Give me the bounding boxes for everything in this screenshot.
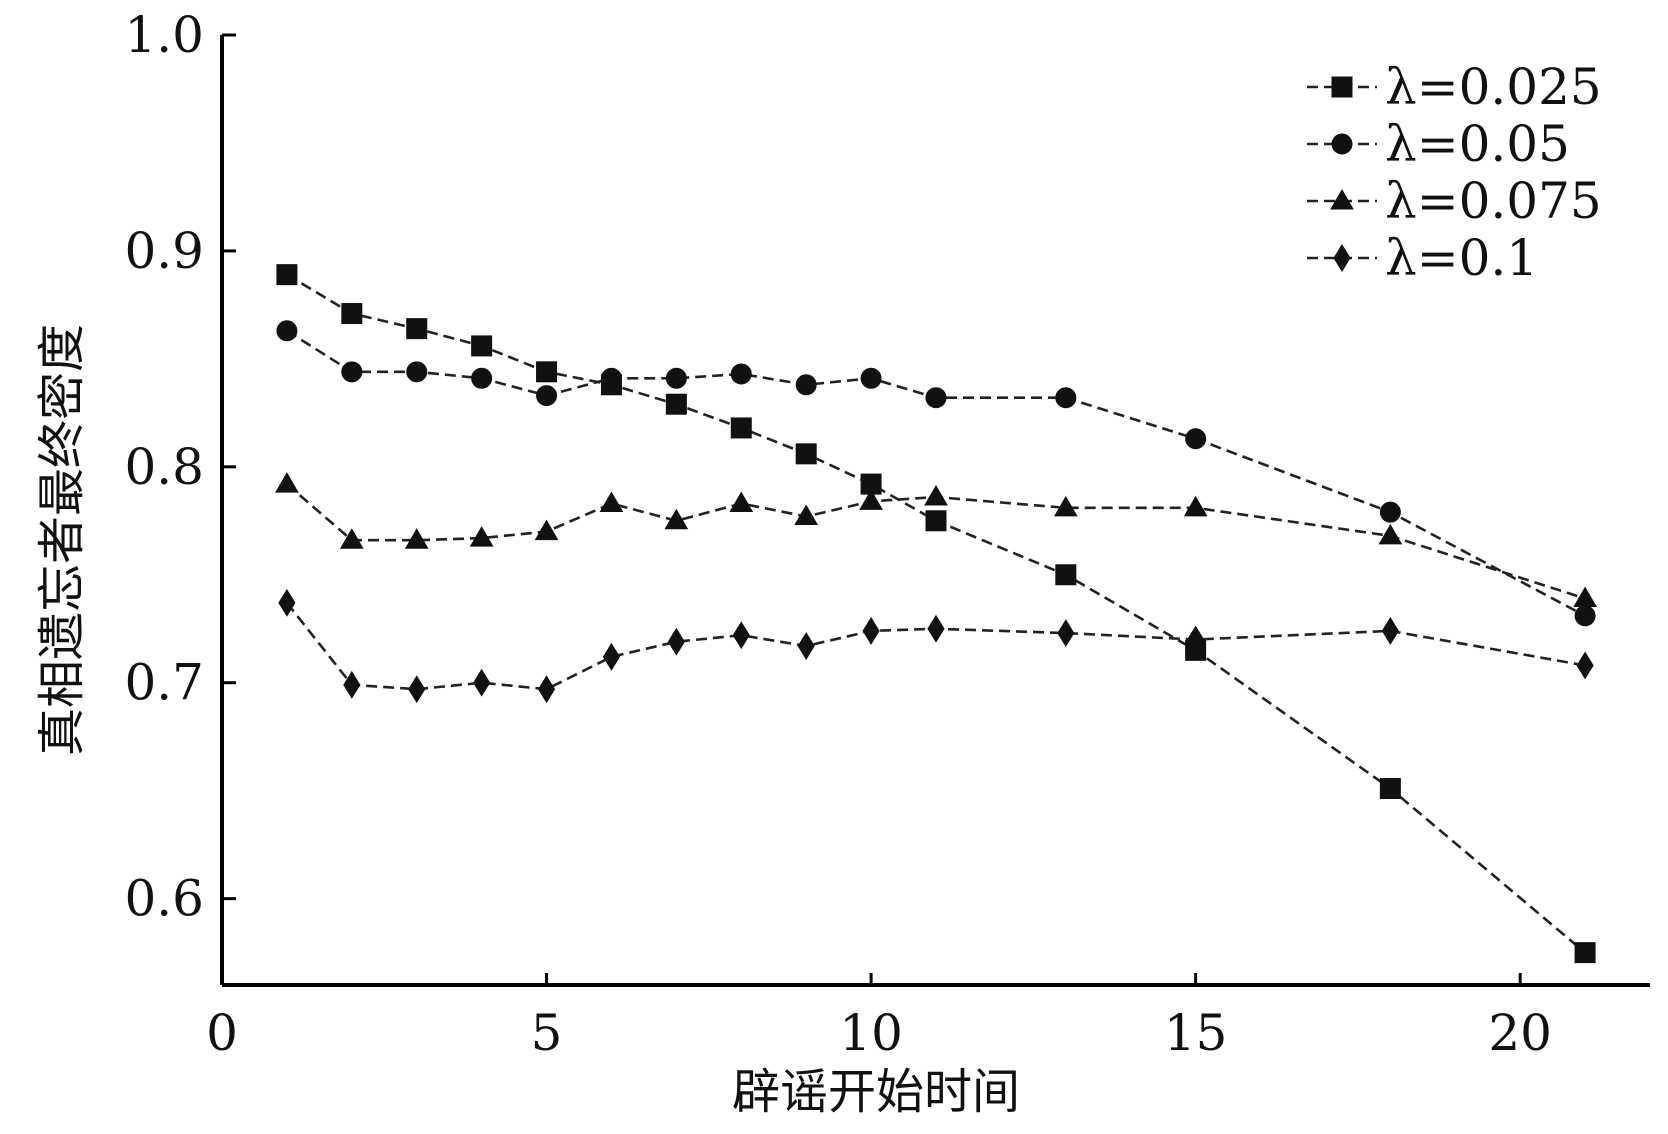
- data-point: [860, 367, 882, 389]
- data-point: [730, 363, 752, 385]
- series-diamond: [278, 588, 1594, 704]
- data-point: [343, 670, 361, 699]
- data-point: [536, 385, 558, 407]
- x-tick-label: 15: [1164, 1004, 1228, 1062]
- legend-item: λ=0.075: [1307, 172, 1602, 230]
- data-point: [729, 491, 754, 513]
- data-point: [795, 374, 817, 396]
- data-point: [276, 320, 298, 342]
- data-point: [406, 318, 428, 340]
- data-point: [1057, 619, 1075, 648]
- legend-marker: [1330, 189, 1354, 210]
- data-point: [1381, 616, 1399, 645]
- data-point: [1573, 586, 1597, 608]
- x-tick-label: 0: [206, 1004, 238, 1062]
- data-point: [1574, 605, 1596, 627]
- data-point: [408, 675, 426, 704]
- data-point: [278, 588, 296, 617]
- data-point: [404, 528, 429, 549]
- legend-label: λ=0.025: [1385, 58, 1602, 116]
- data-point: [276, 264, 298, 286]
- data-point: [602, 642, 621, 671]
- series-circle: [276, 320, 1596, 627]
- legend-item: λ=0.025: [1307, 58, 1602, 116]
- legend-marker: [1333, 244, 1351, 272]
- data-point: [600, 367, 622, 389]
- data-point: [275, 472, 299, 493]
- data-point: [1378, 523, 1403, 545]
- data-point: [406, 361, 428, 383]
- data-point: [667, 627, 685, 656]
- data-point: [1574, 942, 1596, 964]
- data-point: [927, 614, 945, 643]
- legend-marker: [1331, 76, 1353, 98]
- legend-label: λ=0.1: [1385, 229, 1538, 287]
- series-square: [276, 264, 1596, 964]
- data-point: [1055, 564, 1077, 586]
- data-point: [794, 504, 819, 525]
- data-point: [924, 485, 948, 506]
- data-point: [797, 632, 815, 660]
- data-point: [664, 508, 689, 530]
- data-point: [534, 519, 559, 541]
- y-tick-label: 0.7: [124, 654, 204, 712]
- data-point: [795, 443, 817, 465]
- x-ticks: 0 5 10 15 20: [206, 973, 1552, 1062]
- y-tick-label: 0.9: [124, 222, 204, 280]
- data-point: [339, 528, 364, 549]
- y-tick-label: 1.0: [124, 6, 204, 64]
- data-point: [1379, 778, 1401, 800]
- data-point: [665, 393, 687, 415]
- data-point: [730, 417, 752, 439]
- data-point: [925, 387, 947, 409]
- data-point: [1187, 625, 1205, 654]
- data-point: [469, 526, 494, 547]
- x-tick-label: 5: [531, 1004, 563, 1062]
- data-point: [536, 361, 558, 383]
- data-point: [471, 367, 493, 389]
- data-point: [341, 303, 363, 325]
- data-point: [1053, 495, 1078, 517]
- data-point: [1379, 501, 1401, 523]
- y-tick-label: 0.6: [124, 870, 204, 928]
- data-point: [862, 616, 880, 645]
- series-group: [275, 264, 1597, 964]
- series-line: [285, 602, 1586, 691]
- data-point: [925, 510, 947, 532]
- legend-item: λ=0.1: [1307, 229, 1538, 287]
- legend-item: λ=0.05: [1307, 115, 1570, 173]
- x-axis-title: 辟谣开始时间: [732, 1064, 1020, 1120]
- series-line: [286, 329, 1586, 617]
- data-point: [732, 621, 750, 650]
- data-point: [537, 675, 556, 704]
- data-point: [599, 491, 624, 513]
- x-tick-label: 10: [839, 1004, 903, 1062]
- data-point: [859, 489, 883, 510]
- series-triangle: [275, 472, 1597, 608]
- data-point: [1183, 495, 1208, 517]
- y-axis-title: 真相遗忘者最终密度: [34, 324, 90, 756]
- data-point: [473, 668, 491, 697]
- legend-marker: [1331, 133, 1353, 155]
- data-point: [1185, 428, 1207, 450]
- data-point: [471, 335, 493, 357]
- data-point: [1055, 387, 1077, 409]
- data-point: [341, 361, 363, 383]
- y-ticks: 0.6 0.7 0.8 0.9 1.0: [124, 6, 236, 928]
- data-point: [1576, 651, 1594, 680]
- legend-label: λ=0.075: [1385, 172, 1602, 230]
- legend-label: λ=0.05: [1385, 115, 1570, 173]
- axes: [220, 35, 1650, 987]
- x-tick-label: 20: [1488, 1004, 1552, 1062]
- y-tick-label: 0.8: [124, 438, 204, 496]
- data-point: [665, 367, 687, 389]
